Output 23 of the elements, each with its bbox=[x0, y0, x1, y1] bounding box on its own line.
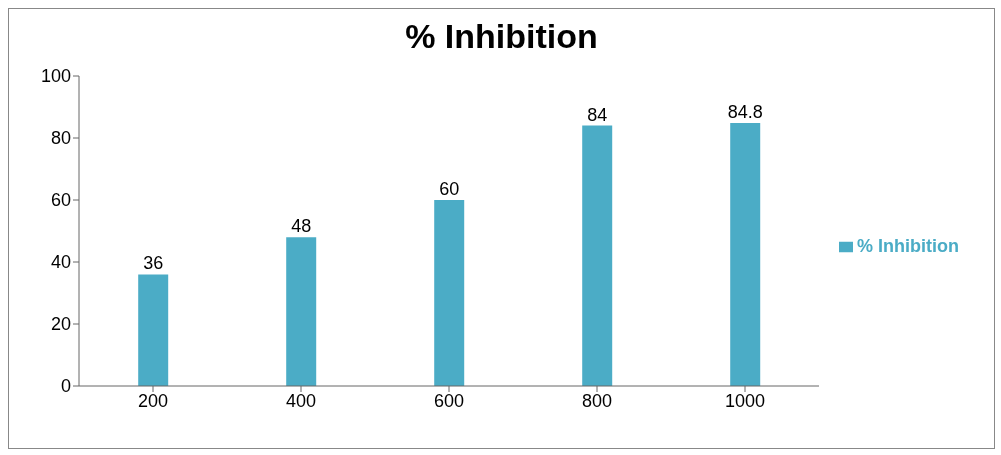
bar bbox=[582, 125, 613, 386]
y-tick-label: 0 bbox=[60, 376, 71, 397]
data-label: 48 bbox=[291, 216, 312, 237]
data-label: 84 bbox=[587, 104, 608, 125]
bar bbox=[730, 123, 761, 386]
y-tick-label: 100 bbox=[40, 66, 71, 87]
data-label: 36 bbox=[143, 253, 164, 274]
bar bbox=[138, 274, 169, 386]
chart-title: % Inhibition bbox=[404, 17, 599, 56]
y-tick-label: 80 bbox=[50, 128, 71, 149]
x-tick-label: 200 bbox=[137, 390, 169, 411]
y-tick-label: 20 bbox=[50, 314, 71, 335]
x-tick-label: 800 bbox=[581, 390, 613, 411]
data-label: 60 bbox=[439, 179, 460, 199]
bar bbox=[434, 200, 465, 386]
x-tick-label: 400 bbox=[285, 390, 317, 411]
y-tick-label: 40 bbox=[50, 252, 71, 273]
y-tick-label: 60 bbox=[50, 190, 71, 211]
bar bbox=[286, 237, 317, 386]
x-tick-label: 1000 bbox=[724, 390, 766, 411]
x-tick-label: 600 bbox=[433, 390, 465, 411]
legend-label: % Inhibition bbox=[857, 235, 959, 256]
data-label: 84.8 bbox=[727, 102, 763, 123]
